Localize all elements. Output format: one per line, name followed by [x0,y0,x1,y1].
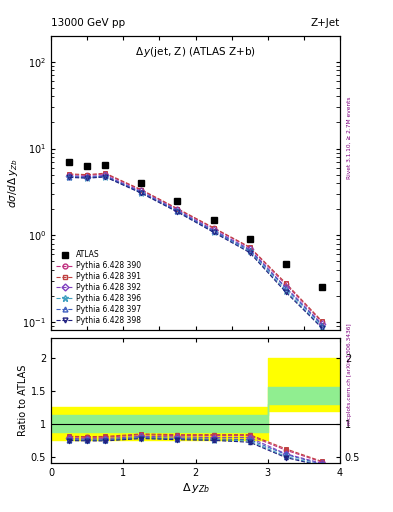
Y-axis label: $d\sigma/d\Delta\,y_{Zb}$: $d\sigma/d\Delta\,y_{Zb}$ [6,158,20,208]
Legend: ATLAS, Pythia 6.428 390, Pythia 6.428 391, Pythia 6.428 392, Pythia 6.428 396, P: ATLAS, Pythia 6.428 390, Pythia 6.428 39… [55,249,143,327]
Text: $\Delta\,y$(jet, Z) (ATLAS Z+b): $\Delta\,y$(jet, Z) (ATLAS Z+b) [135,45,256,59]
Y-axis label: Ratio to ATLAS: Ratio to ATLAS [18,365,28,436]
Text: Rivet 3.1.10, ≥ 2.7M events: Rivet 3.1.10, ≥ 2.7M events [347,97,352,180]
Text: Z+Jet: Z+Jet [311,18,340,29]
Text: mcplots.cern.ch [arXiv:1306.3436]: mcplots.cern.ch [arXiv:1306.3436] [347,323,352,424]
Text: 13000 GeV pp: 13000 GeV pp [51,18,125,29]
X-axis label: $\Delta\,y_{Zb}$: $\Delta\,y_{Zb}$ [182,481,209,495]
Text: ATLAS_2020_I1788444: ATLAS_2020_I1788444 [152,342,239,351]
